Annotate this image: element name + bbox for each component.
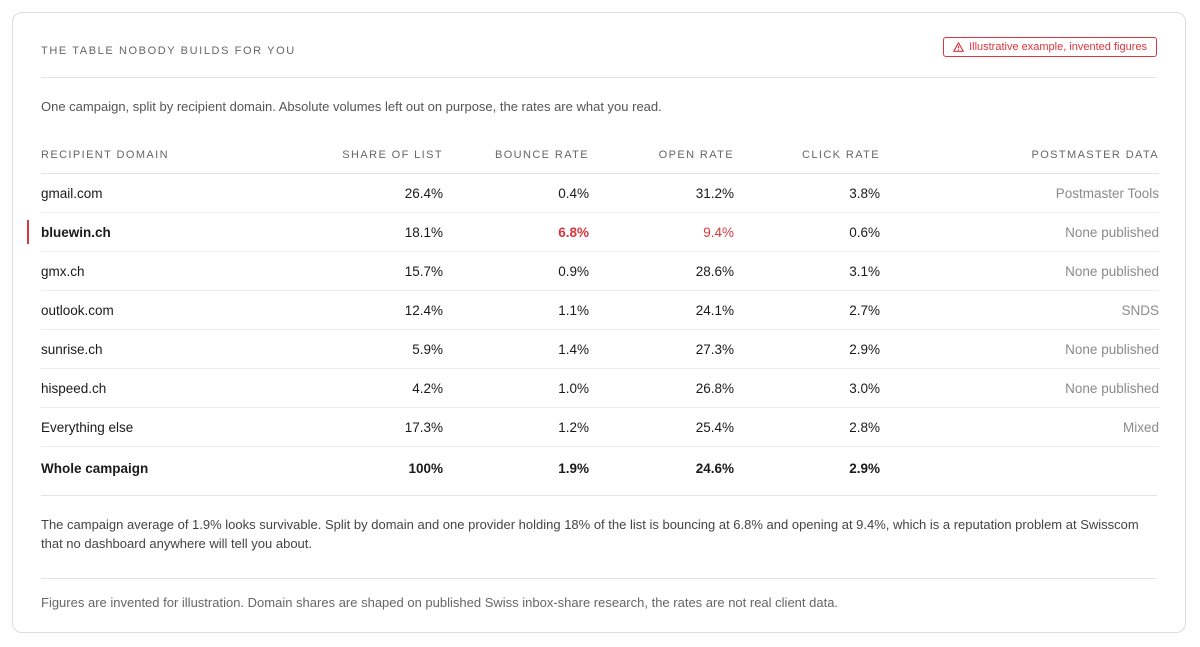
cell-bounce: 1.4% xyxy=(443,329,589,369)
cell-bounce: 1.0% xyxy=(443,368,589,408)
cell-click: 2.8% xyxy=(734,407,880,447)
footnote-text: Figures are invented for illustration. D… xyxy=(41,595,839,610)
column-header-postmaster: POSTMASTER DATA xyxy=(880,136,1159,174)
eyebrow-title: THE TABLE NOBODY BUILDS FOR YOU xyxy=(41,45,296,57)
table-row: gmx.ch 15.7% 0.9% 28.6% 3.1% None publis… xyxy=(41,251,1159,291)
cell-share: 17.3% xyxy=(309,407,443,447)
cell-postmaster: None published xyxy=(880,329,1159,369)
total-share: 100% xyxy=(408,460,443,476)
table-row: outlook.com 12.4% 1.1% 24.1% 2.7% SNDS xyxy=(41,290,1159,330)
column-header-open: OPEN RATE xyxy=(589,136,734,174)
cell-open: 28.6% xyxy=(589,251,734,291)
total-open: 24.6% xyxy=(695,460,734,476)
cell-click: 0.6% xyxy=(734,212,880,252)
cell-click: 3.0% xyxy=(734,368,880,408)
illustrative-badge: Illustrative example, invented figures xyxy=(943,37,1157,57)
total-bounce: 1.9% xyxy=(558,460,589,476)
cell-click: 2.7% xyxy=(734,290,880,330)
cell-open: 31.2% xyxy=(589,173,734,213)
cell-open: 9.4% xyxy=(589,212,734,252)
total-postmaster xyxy=(880,447,1159,490)
table-row: gmail.com 26.4% 0.4% 31.2% 3.8% Postmast… xyxy=(41,173,1159,213)
cell-postmaster: None published xyxy=(880,251,1159,291)
cell-postmaster: None published xyxy=(880,368,1159,408)
total-label: Whole campaign xyxy=(41,460,149,476)
card-header: THE TABLE NOBODY BUILDS FOR YOU Illustra… xyxy=(41,37,1157,78)
cell-share: 18.1% xyxy=(309,212,443,252)
domain-table: RECIPIENT DOMAIN SHARE OF LIST BOUNCE RA… xyxy=(27,136,1159,490)
card-content: THE TABLE NOBODY BUILDS FOR YOU Illustra… xyxy=(27,13,1159,632)
table-card: THE TABLE NOBODY BUILDS FOR YOU Illustra… xyxy=(12,12,1186,633)
cell-bounce: 1.2% xyxy=(443,407,589,447)
intro-text: One campaign, split by recipient domain.… xyxy=(41,99,662,114)
cell-open: 25.4% xyxy=(589,407,734,447)
cell-domain: Everything else xyxy=(41,407,309,447)
cell-domain: hispeed.ch xyxy=(41,368,309,408)
total-click: 2.9% xyxy=(849,460,880,476)
cell-share: 15.7% xyxy=(309,251,443,291)
badge-label: Illustrative example, invented figures xyxy=(969,41,1147,53)
table-header-row: RECIPIENT DOMAIN SHARE OF LIST BOUNCE RA… xyxy=(41,136,1159,174)
analysis-text: The campaign average of 1.9% looks survi… xyxy=(41,517,1139,551)
column-header-bounce: BOUNCE RATE xyxy=(443,136,589,174)
column-header-share: SHARE OF LIST xyxy=(309,136,443,174)
cell-domain: gmx.ch xyxy=(41,251,309,291)
table-row-highlighted: bluewin.ch 18.1% 6.8% 9.4% 0.6% None pub… xyxy=(27,212,1159,252)
column-header-domain: RECIPIENT DOMAIN xyxy=(41,136,309,174)
cell-bounce: 0.9% xyxy=(443,251,589,291)
cell-domain: outlook.com xyxy=(41,290,309,330)
cell-postmaster: Mixed xyxy=(880,407,1159,447)
table-row: Everything else 17.3% 1.2% 25.4% 2.8% Mi… xyxy=(41,407,1159,447)
column-header-click: CLICK RATE xyxy=(734,136,880,174)
cell-postmaster: Postmaster Tools xyxy=(880,173,1159,213)
cell-postmaster: None published xyxy=(880,212,1159,252)
cell-share: 26.4% xyxy=(309,173,443,213)
table-total-row: Whole campaign 100% 1.9% 24.6% 2.9% xyxy=(41,447,1159,490)
cell-domain: sunrise.ch xyxy=(41,329,309,369)
cell-open: 26.8% xyxy=(589,368,734,408)
table-row: sunrise.ch 5.9% 1.4% 27.3% 2.9% None pub… xyxy=(41,329,1159,369)
cell-share: 5.9% xyxy=(309,329,443,369)
divider xyxy=(41,578,1157,579)
cell-domain: bluewin.ch xyxy=(27,212,309,252)
table-row: hispeed.ch 4.2% 1.0% 26.8% 3.0% None pub… xyxy=(41,368,1159,408)
cell-bounce: 1.1% xyxy=(443,290,589,330)
cell-postmaster: SNDS xyxy=(880,290,1159,330)
divider xyxy=(41,495,1157,496)
cell-bounce: 6.8% xyxy=(443,212,589,252)
cell-domain: gmail.com xyxy=(41,173,309,213)
cell-share: 12.4% xyxy=(309,290,443,330)
cell-bounce: 0.4% xyxy=(443,173,589,213)
cell-share: 4.2% xyxy=(309,368,443,408)
cell-click: 2.9% xyxy=(734,329,880,369)
warning-triangle-icon xyxy=(953,42,964,52)
cell-click: 3.8% xyxy=(734,173,880,213)
cell-click: 3.1% xyxy=(734,251,880,291)
cell-open: 27.3% xyxy=(589,329,734,369)
cell-open: 24.1% xyxy=(589,290,734,330)
